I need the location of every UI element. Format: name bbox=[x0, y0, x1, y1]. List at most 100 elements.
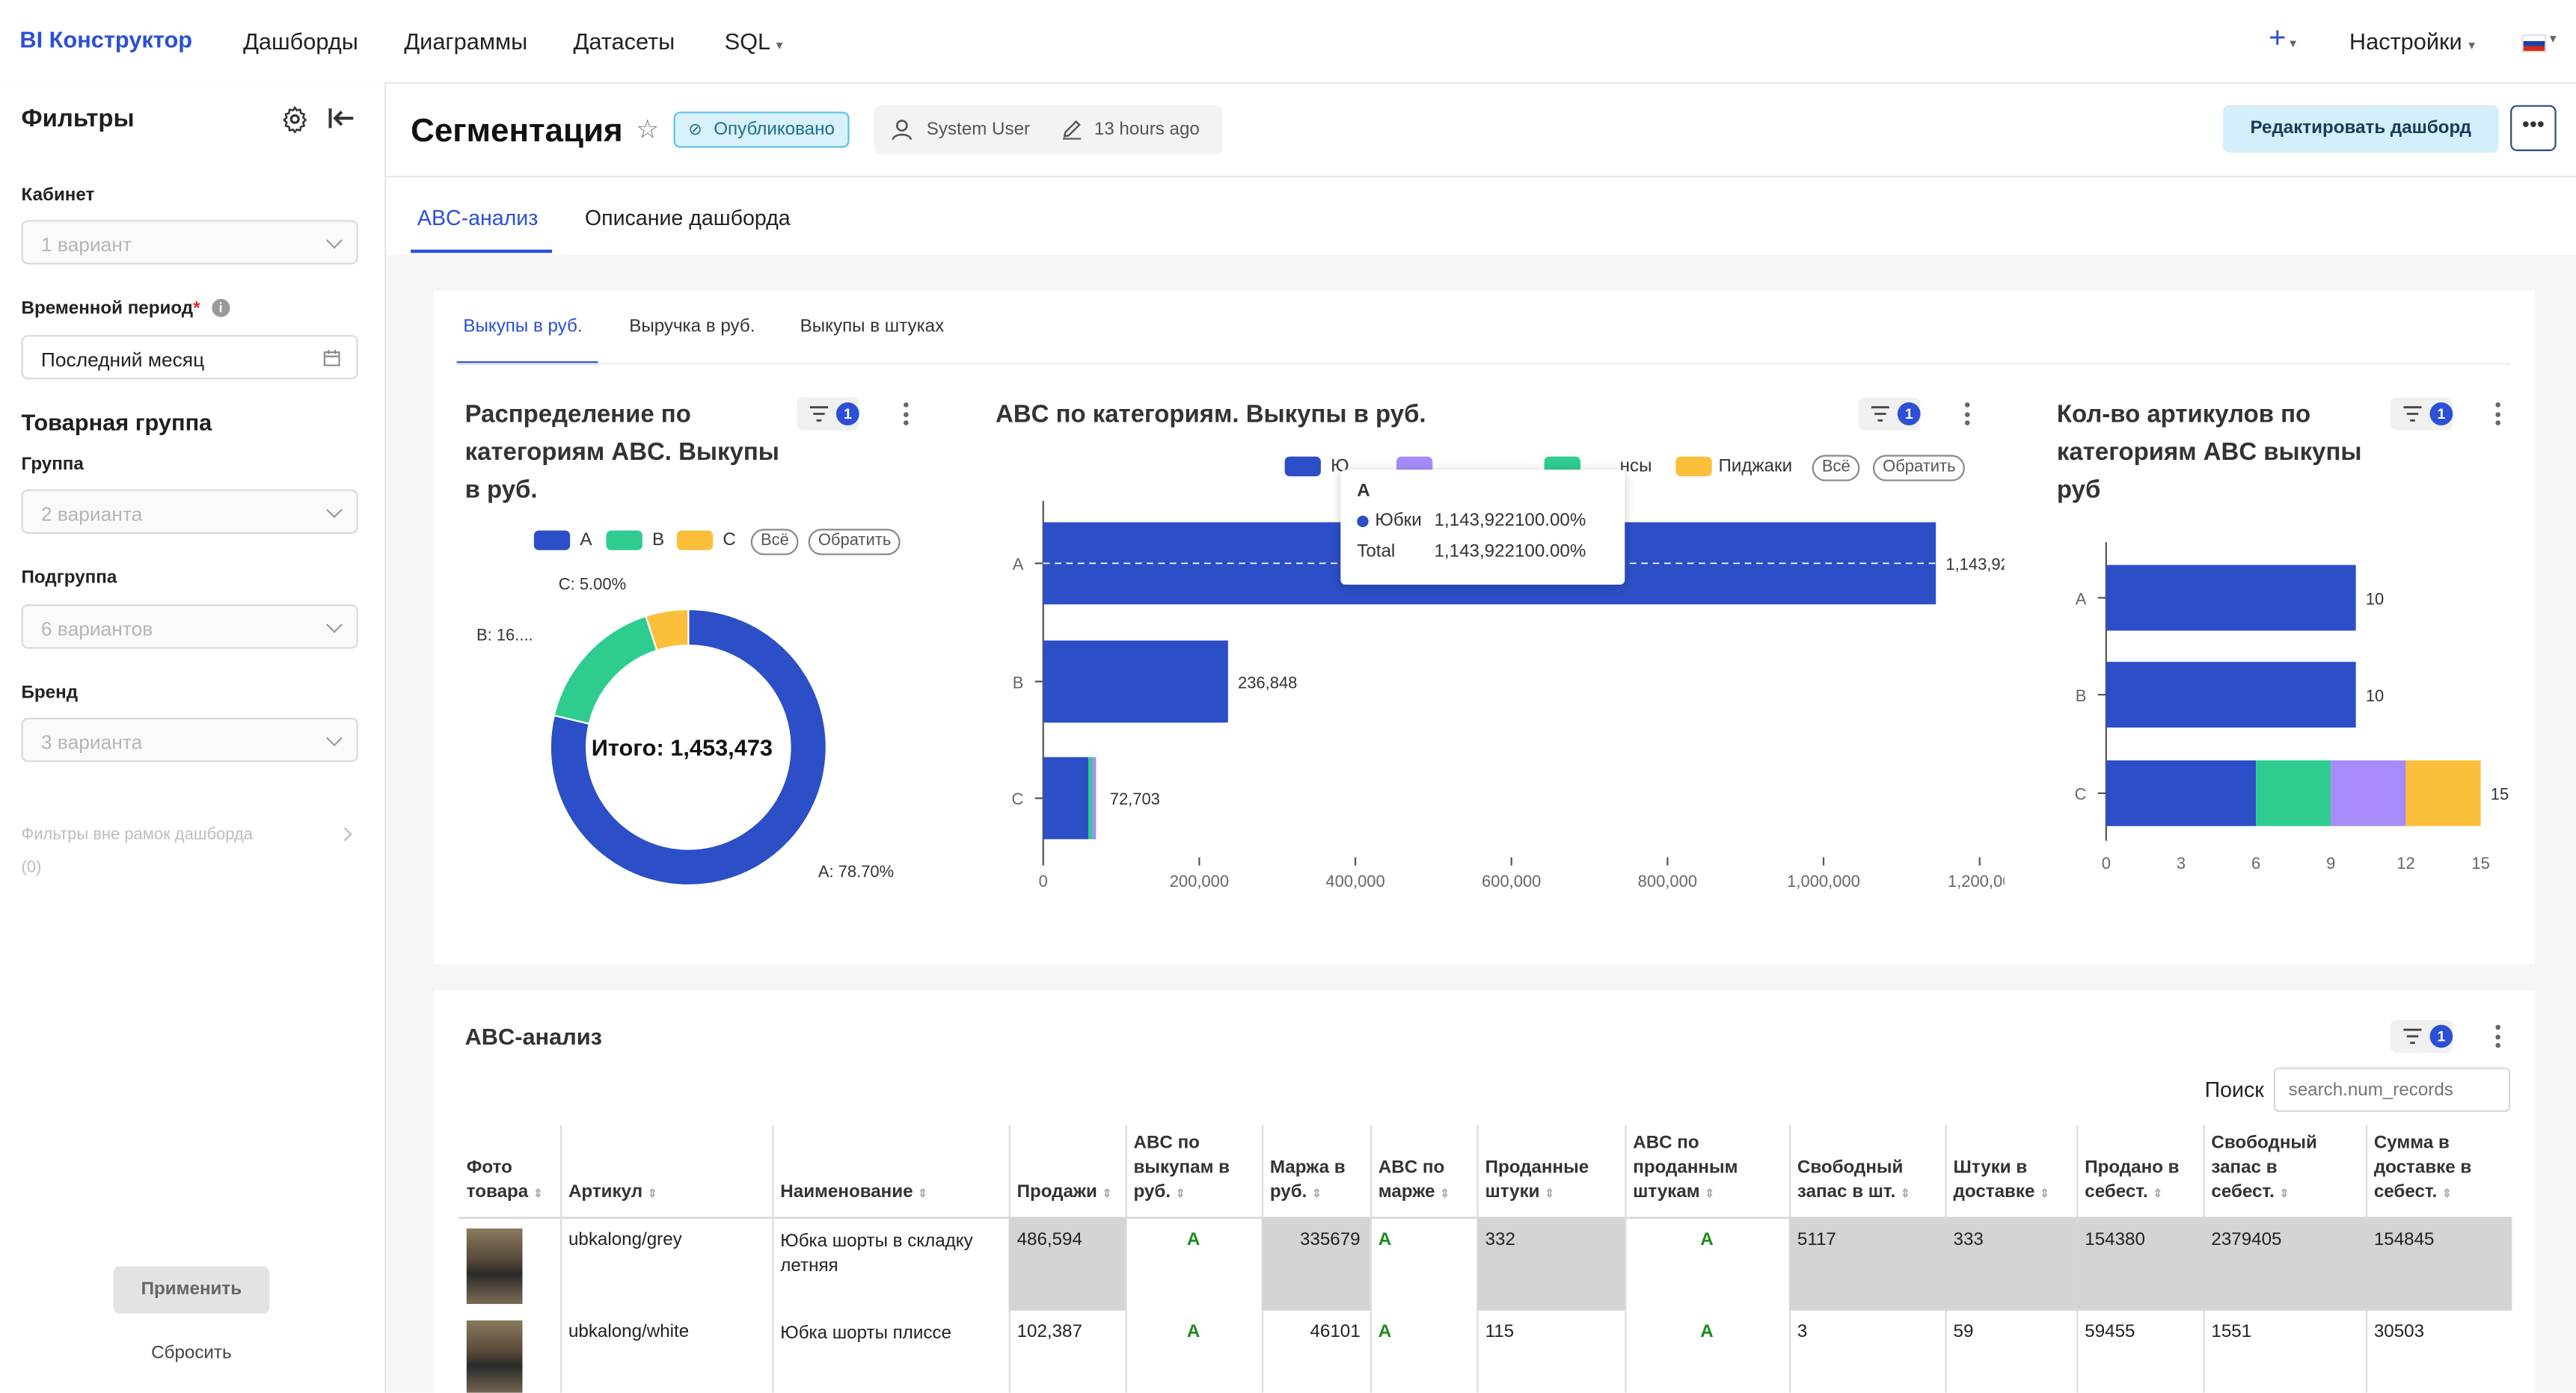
sort-icon[interactable]: ⇕ bbox=[918, 1189, 928, 1201]
legend-all-button[interactable]: Всё bbox=[750, 529, 799, 556]
column-header[interactable]: ABC по выкупам в руб. ⇕ bbox=[1133, 1133, 1230, 1202]
outside-filters-link[interactable]: Фильтры вне рамок дашборда (0) bbox=[22, 826, 358, 882]
table-cell: ubkalong/grey bbox=[568, 1230, 682, 1250]
search-input[interactable] bbox=[2273, 1067, 2511, 1112]
table-row[interactable]: ubkalong/grey Юбка шорты в складку летняя… bbox=[459, 1218, 2512, 1311]
legend-swatch-skirts[interactable] bbox=[1284, 456, 1321, 476]
abc-categories-filter-button[interactable]: 1 bbox=[1858, 397, 1921, 431]
legend-swatch-a[interactable] bbox=[533, 530, 571, 550]
app-logo[interactable]: BI Конструктор bbox=[19, 26, 193, 53]
column-header[interactable]: Свободный запас в себест. ⇕ bbox=[2211, 1133, 2317, 1202]
more-options-button[interactable]: ••• bbox=[2510, 105, 2557, 152]
add-new-button[interactable]: + ▾ bbox=[2269, 22, 2296, 56]
legend-invert-button[interactable]: Обратить bbox=[808, 529, 901, 556]
sort-icon[interactable]: ⇕ bbox=[647, 1189, 657, 1201]
bar-b-series-0[interactable] bbox=[1043, 640, 1228, 723]
bar-c-series-0[interactable] bbox=[1043, 757, 1089, 840]
sort-icon[interactable]: ⇕ bbox=[1545, 1189, 1555, 1201]
donut-slice-b[interactable] bbox=[553, 615, 658, 725]
column-header[interactable]: Маржа в руб. ⇕ bbox=[1269, 1157, 1346, 1202]
column-header[interactable]: ABC по проданным штукам ⇕ bbox=[1633, 1133, 1738, 1202]
table-header-border bbox=[458, 1217, 2512, 1219]
column-header[interactable]: ABC по марже ⇕ bbox=[1378, 1157, 1450, 1202]
period-picker[interactable]: Последний месяц bbox=[21, 335, 358, 380]
collapse-sidebar-icon[interactable] bbox=[328, 107, 355, 130]
sort-icon[interactable]: ⇕ bbox=[533, 1189, 543, 1201]
table-menu-icon[interactable] bbox=[2495, 1024, 2502, 1051]
column-header[interactable]: Продажи ⇕ bbox=[1016, 1182, 1112, 1202]
column-header[interactable]: Фото товара ⇕ bbox=[466, 1157, 543, 1202]
subgroup-select[interactable]: 6 вариантов bbox=[21, 604, 358, 649]
donut-filter-button[interactable]: 1 bbox=[797, 397, 859, 431]
bar-c-series-2[interactable] bbox=[2331, 760, 2406, 826]
column-header[interactable]: Штуки в доставке ⇕ bbox=[1953, 1157, 2049, 1202]
brand-select[interactable]: 3 варианта bbox=[21, 717, 358, 763]
product-photo[interactable] bbox=[466, 1320, 523, 1393]
sort-icon[interactable]: ⇕ bbox=[2153, 1189, 2163, 1201]
x-tick-label: 0 bbox=[1039, 872, 1048, 891]
sort-icon[interactable]: ⇕ bbox=[1102, 1189, 1112, 1201]
sort-icon[interactable]: ⇕ bbox=[2279, 1189, 2290, 1201]
nav-dashboards[interactable]: Дашборды bbox=[243, 28, 358, 55]
bar-c-series-1[interactable] bbox=[2256, 760, 2331, 826]
apply-button[interactable]: Применить bbox=[113, 1266, 270, 1314]
reset-button[interactable]: Сбросить bbox=[151, 1343, 232, 1364]
donut-menu-icon[interactable] bbox=[904, 402, 910, 428]
nav-charts[interactable]: Диаграммы bbox=[404, 28, 528, 55]
bar-c-series-1[interactable] bbox=[1088, 757, 1093, 840]
tab-dashboard-description[interactable]: Описание дашборда bbox=[584, 205, 791, 230]
sort-icon[interactable]: ⇕ bbox=[2040, 1189, 2049, 1201]
settings-menu[interactable]: Настройки ▾ bbox=[2349, 28, 2475, 54]
column-header[interactable]: Сумма в доставке в себест. ⇕ bbox=[2373, 1133, 2472, 1202]
nav-sql[interactable]: SQL ▾ bbox=[725, 28, 783, 54]
group-select[interactable]: 2 варианта bbox=[21, 489, 358, 534]
column-header[interactable]: Продано в себест. ⇕ bbox=[2085, 1157, 2180, 1202]
legend-swatch-c[interactable] bbox=[676, 530, 714, 550]
abc-grade: A bbox=[1186, 1230, 1200, 1250]
donut-label-a: A: 78.70% bbox=[818, 864, 895, 882]
article-count-filter-button[interactable]: 1 bbox=[2390, 397, 2453, 431]
column-header[interactable]: Артикул ⇕ bbox=[568, 1182, 657, 1202]
gear-icon[interactable] bbox=[281, 105, 309, 133]
sort-icon[interactable]: ⇕ bbox=[1311, 1189, 1322, 1201]
table-row[interactable]: ubkalong/white Юбка шорты плиссе 102,387 A 4… bbox=[459, 1311, 2512, 1393]
table-cell: 332 bbox=[1485, 1230, 1515, 1250]
sort-icon[interactable]: ⇕ bbox=[1705, 1189, 1715, 1201]
star-icon[interactable]: ☆ bbox=[636, 116, 660, 145]
legend-swatch-jackets[interactable] bbox=[1675, 456, 1712, 476]
tab-abc-analysis[interactable]: ABC-анализ bbox=[417, 205, 539, 230]
table-filter-button[interactable]: 1 bbox=[2390, 1019, 2453, 1053]
bar-b-series-0[interactable] bbox=[2106, 662, 2356, 728]
top-navbar: BI Конструктор Дашборды Диаграммы Датасе… bbox=[0, 0, 2576, 84]
table-cell: 5117 bbox=[1797, 1230, 1836, 1250]
subtab-buyouts-pcs[interactable]: Выкупы в штуках bbox=[800, 316, 945, 337]
legend-swatch-b[interactable] bbox=[606, 530, 643, 550]
bar-c-series-3[interactable] bbox=[2405, 760, 2481, 826]
sort-icon[interactable]: ⇕ bbox=[2441, 1189, 2452, 1201]
bar-c-series-0[interactable] bbox=[2106, 760, 2257, 826]
column-header[interactable]: Свободный запас в шт. ⇕ bbox=[1797, 1157, 1910, 1202]
abc-categories-menu-icon[interactable] bbox=[1964, 402, 1972, 428]
article-count-menu-icon[interactable] bbox=[2495, 402, 2502, 428]
legend-all-button[interactable]: Всё bbox=[1812, 455, 1860, 482]
cabinet-select[interactable]: 1 вариант bbox=[21, 220, 358, 265]
nav-datasets[interactable]: Датасеты bbox=[573, 28, 675, 55]
table-cell: 115 bbox=[1485, 1322, 1515, 1342]
sort-icon[interactable]: ⇕ bbox=[1175, 1189, 1186, 1201]
sort-icon[interactable]: ⇕ bbox=[1900, 1189, 1910, 1201]
bar-c-series-2[interactable] bbox=[1092, 757, 1097, 840]
language-flag-icon[interactable] bbox=[2521, 34, 2547, 53]
legend-invert-button[interactable]: Обратить bbox=[1872, 455, 1966, 482]
edit-dashboard-button[interactable]: Редактировать дашборд bbox=[2222, 105, 2499, 153]
subtab-buyouts-rub[interactable]: Выкупы в руб. bbox=[463, 316, 583, 337]
product-photo[interactable] bbox=[466, 1228, 523, 1304]
caret-down-icon: ▾ bbox=[2286, 36, 2297, 52]
column-header[interactable]: Проданные штуки ⇕ bbox=[1485, 1157, 1589, 1202]
donut-slice-c[interactable] bbox=[644, 608, 690, 652]
donut-slice-a[interactable] bbox=[549, 608, 827, 886]
y-tick-label: C bbox=[2075, 785, 2087, 804]
subtab-revenue-rub[interactable]: Выручка в руб. bbox=[629, 316, 755, 337]
bar-a-series-0[interactable] bbox=[2106, 565, 2356, 631]
column-header[interactable]: Наименование ⇕ bbox=[780, 1182, 928, 1202]
sort-icon[interactable]: ⇕ bbox=[1440, 1189, 1450, 1201]
